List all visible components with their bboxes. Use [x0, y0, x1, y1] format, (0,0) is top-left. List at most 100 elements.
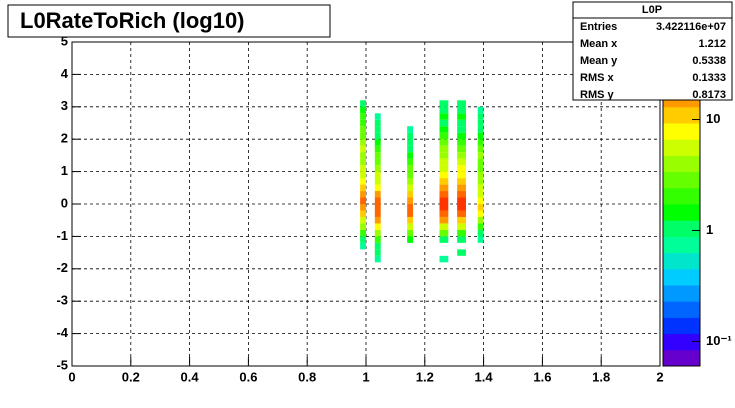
cell	[360, 229, 366, 237]
cell	[477, 197, 484, 204]
cell	[457, 106, 466, 114]
cell	[374, 242, 381, 250]
cell	[360, 197, 366, 204]
cell	[439, 126, 449, 133]
plot-border	[71, 41, 661, 367]
y-tick-label: 2	[61, 131, 68, 146]
cell	[477, 236, 484, 243]
cell	[439, 236, 449, 243]
cell	[360, 132, 366, 140]
cell	[477, 106, 484, 114]
cell	[477, 145, 484, 153]
stats-label: Mean x	[580, 38, 618, 50]
cell	[457, 197, 466, 204]
cell	[407, 184, 414, 192]
cell	[477, 216, 484, 224]
cell	[407, 165, 414, 172]
palette-band	[663, 333, 700, 351]
x-tick-label: 1.2	[416, 369, 434, 384]
cell	[457, 178, 466, 185]
cell	[360, 191, 366, 198]
cell	[457, 184, 466, 192]
cell	[360, 119, 366, 127]
y-tick-label: 1	[61, 163, 68, 178]
cell	[439, 171, 449, 179]
cell	[374, 229, 381, 237]
cell	[477, 191, 484, 198]
cell	[360, 171, 366, 179]
cell	[477, 184, 484, 192]
palette-band	[663, 171, 700, 189]
palette-band	[663, 187, 700, 205]
cell	[439, 152, 449, 159]
cell	[374, 119, 381, 127]
stats-label: RMS x	[580, 72, 615, 84]
cell	[407, 132, 414, 140]
palette-band	[663, 155, 700, 173]
z-tick-label: 10	[706, 111, 720, 126]
cell	[457, 191, 466, 198]
cell	[407, 229, 414, 237]
cell	[439, 255, 449, 263]
cell	[360, 242, 366, 250]
cell	[457, 249, 466, 256]
stats-value: 0.5338	[692, 55, 726, 67]
cell	[374, 171, 381, 179]
cell	[360, 152, 366, 159]
x-tick-label: 1.4	[475, 369, 494, 384]
cell	[407, 197, 414, 204]
cell	[439, 158, 449, 166]
cell	[457, 223, 466, 230]
cell	[360, 113, 366, 120]
cell	[360, 165, 366, 172]
cell	[477, 229, 484, 237]
cell	[360, 178, 366, 185]
cell	[477, 210, 484, 217]
cell	[439, 210, 449, 217]
cell	[407, 236, 414, 243]
palette-band	[663, 301, 700, 318]
palette-band	[663, 204, 700, 221]
cell	[374, 249, 381, 256]
cell	[439, 204, 449, 211]
cell	[407, 223, 414, 230]
palette-band	[663, 285, 700, 302]
title-box	[7, 4, 331, 38]
cell	[439, 178, 449, 185]
cell	[477, 119, 484, 127]
cell	[439, 191, 449, 198]
cell	[439, 229, 449, 237]
cell	[457, 119, 466, 127]
cell	[360, 106, 366, 114]
cell	[374, 132, 381, 140]
cell	[360, 100, 366, 107]
cell	[477, 113, 484, 120]
cell	[439, 223, 449, 230]
cell	[374, 126, 381, 133]
cell	[439, 119, 449, 127]
palette-band	[663, 123, 700, 140]
cell	[360, 216, 366, 224]
cell	[407, 191, 414, 198]
cell	[360, 126, 366, 133]
cell	[374, 210, 381, 217]
cell	[457, 158, 466, 166]
stats-value: 0.8173	[692, 89, 726, 101]
cell	[477, 171, 484, 179]
cell	[407, 210, 414, 217]
cell	[439, 165, 449, 172]
cell	[477, 204, 484, 211]
cell	[457, 113, 466, 120]
cell	[457, 165, 466, 172]
cell	[374, 113, 381, 120]
cell	[407, 152, 414, 159]
stats-label: Mean y	[580, 55, 618, 67]
cell	[407, 145, 414, 153]
cell	[360, 204, 366, 211]
cell	[374, 152, 381, 159]
cell	[477, 139, 484, 146]
cell	[457, 100, 466, 107]
cell	[439, 197, 449, 204]
cell	[439, 216, 449, 224]
y-tick-label: -1	[56, 228, 68, 243]
